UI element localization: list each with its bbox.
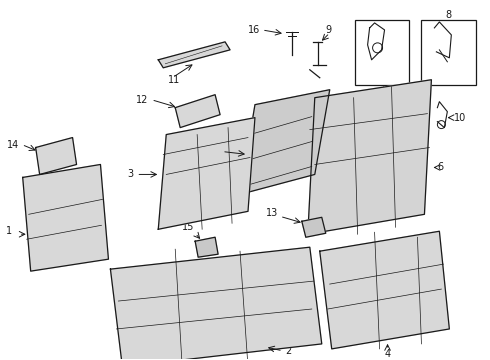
Polygon shape [36, 138, 76, 175]
Polygon shape [302, 217, 326, 237]
Polygon shape [175, 95, 220, 127]
Text: 8: 8 [445, 10, 451, 20]
Bar [355, 20, 410, 85]
Text: 4: 4 [385, 349, 391, 359]
Polygon shape [320, 231, 449, 349]
Text: 3: 3 [127, 170, 133, 179]
Polygon shape [308, 80, 431, 234]
Polygon shape [240, 90, 330, 194]
Text: 12: 12 [136, 95, 148, 105]
Bar [421, 20, 476, 85]
Text: 9: 9 [326, 25, 332, 35]
Text: 13: 13 [266, 208, 278, 218]
Polygon shape [158, 42, 230, 68]
Polygon shape [110, 247, 322, 360]
Text: 16: 16 [248, 25, 260, 35]
Text: 11: 11 [168, 75, 180, 85]
Text: 10: 10 [454, 113, 466, 123]
Text: 1: 1 [6, 226, 12, 236]
Polygon shape [195, 237, 218, 257]
Text: 5: 5 [212, 147, 218, 157]
Text: 6: 6 [438, 162, 443, 172]
Text: 2: 2 [285, 346, 291, 356]
Polygon shape [158, 118, 255, 229]
Text: 15: 15 [182, 222, 195, 232]
Text: 7: 7 [378, 85, 385, 95]
Text: 14: 14 [6, 140, 19, 149]
Polygon shape [23, 165, 108, 271]
